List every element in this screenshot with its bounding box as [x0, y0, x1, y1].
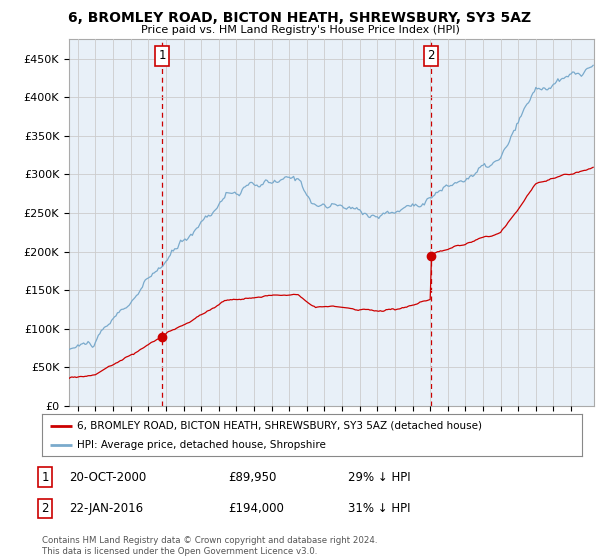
Text: 29% ↓ HPI: 29% ↓ HPI — [348, 470, 410, 484]
Text: 1: 1 — [41, 470, 49, 484]
Text: £194,000: £194,000 — [228, 502, 284, 515]
Text: 6, BROMLEY ROAD, BICTON HEATH, SHREWSBURY, SY3 5AZ: 6, BROMLEY ROAD, BICTON HEATH, SHREWSBUR… — [68, 11, 532, 25]
Text: 6, BROMLEY ROAD, BICTON HEATH, SHREWSBURY, SY3 5AZ (detached house): 6, BROMLEY ROAD, BICTON HEATH, SHREWSBUR… — [77, 421, 482, 431]
Text: Price paid vs. HM Land Registry's House Price Index (HPI): Price paid vs. HM Land Registry's House … — [140, 25, 460, 35]
Text: £89,950: £89,950 — [228, 470, 277, 484]
Text: 2: 2 — [41, 502, 49, 515]
Text: 20-OCT-2000: 20-OCT-2000 — [69, 470, 146, 484]
Text: Contains HM Land Registry data © Crown copyright and database right 2024.
This d: Contains HM Land Registry data © Crown c… — [42, 536, 377, 556]
Text: 2: 2 — [427, 49, 435, 62]
Text: HPI: Average price, detached house, Shropshire: HPI: Average price, detached house, Shro… — [77, 440, 326, 450]
Text: 1: 1 — [158, 49, 166, 62]
Text: 31% ↓ HPI: 31% ↓ HPI — [348, 502, 410, 515]
Text: 22-JAN-2016: 22-JAN-2016 — [69, 502, 143, 515]
